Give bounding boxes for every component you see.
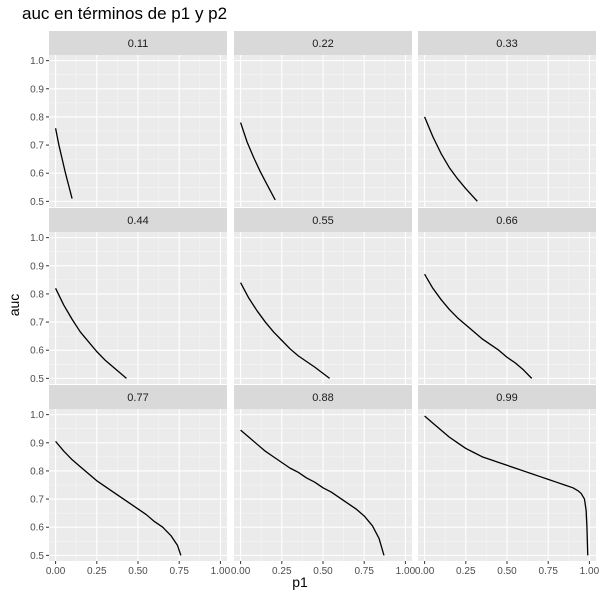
series-line [240,429,385,556]
facet-strip-label: 0.88 [312,392,333,404]
y-tick-label: 0.5 [30,551,44,562]
facet-panel-1: 0.11 0.5 0.6 0.7 0.8 0.9 1.0 [30,31,227,208]
y-tick-label: 0.6 [30,523,44,534]
y-tick-label: 0.7 [30,141,44,152]
series-line [55,288,127,379]
facet-strip-label: 0.44 [127,215,148,227]
facet-strip [418,31,596,55]
x-tick-label: 0.50 [313,566,333,577]
series-line [54,128,73,199]
y-tick-label: 1.0 [30,233,44,244]
x-tick-label: 0.00 [231,566,251,577]
series-line [424,415,589,556]
series-line [55,440,182,556]
y-tick-label: 0.9 [30,84,44,95]
y-tick-label: 0.8 [30,112,44,123]
y-tick-label: 0.8 [30,289,44,300]
facet-strip [49,31,227,55]
facet-panel-7: 0.77 0.5 0.6 0.7 0.8 0.9 1.0 0.00 0.25 0.50 0.75 1.… [30,385,231,577]
x-tick-label: 0.75 [354,566,374,577]
facet-panel-3: 0.33 [418,31,596,207]
y-axis-title: auc [6,293,22,317]
facet-panel-5: 0.55 [234,208,412,384]
facet-strip-label: 0.11 [128,38,149,50]
y-tick-label: 1.0 [30,56,44,67]
chart-title: auc en términos de p1 y p2 [22,4,228,23]
y-tick-label: 0.6 [30,346,44,357]
series-line [239,122,276,201]
y-tick-label: 0.5 [30,374,44,385]
x-tick-label: 0.00 [415,566,435,577]
y-tick-label: 0.6 [30,169,44,180]
x-tick-label: 1.00 [396,566,416,577]
x-tick-label: 0.00 [46,566,66,577]
x-tick-label: 0.50 [497,566,517,577]
y-tick-label: 0.7 [30,318,44,329]
facet-strip-label: 0.33 [496,38,517,50]
facet-strip [49,208,227,232]
facet-strip-label: 0.66 [496,215,517,227]
facet-strip [418,385,596,409]
series-line [240,282,330,379]
x-tick-label: 0.25 [456,566,476,577]
facet-strip-label: 0.55 [312,215,333,227]
facet-strip [234,31,412,55]
y-tick-label: 0.9 [30,438,44,449]
x-tick-label: 0.25 [272,566,292,577]
facet-strip-label: 0.77 [127,392,148,404]
x-tick-label: 0.25 [87,566,107,577]
x-tick-label: 0.75 [538,566,558,577]
facet-strip [234,208,412,232]
x-tick-label: 0.50 [128,566,148,577]
facet-panel-2: 0.22 [234,31,412,207]
facet-panel-4: 0.44 0.5 0.6 0.7 0.8 0.9 1.0 [30,208,227,385]
x-tick-label: 1.00 [580,566,600,577]
series-line [423,116,478,202]
facet-panel-9: 0.99 0.00 0.25 0.50 0.75 1.00 [415,385,600,577]
facet-strip [49,385,227,409]
y-tick-label: 0.5 [30,197,44,208]
facet-panel-6: 0.66 [418,208,596,384]
facet-strip-label: 0.99 [496,392,517,404]
x-axis-title: p1 [292,574,308,590]
facet-panel-8: 0.88 0.00 0.25 0.50 0.75 1.00 [231,385,416,577]
facet-strip [234,385,412,409]
facet-strip-label: 0.22 [312,38,333,50]
x-tick-label: 0.75 [169,566,189,577]
y-tick-label: 0.8 [30,466,44,477]
series-line [424,273,533,379]
y-tick-label: 1.0 [30,410,44,421]
x-tick-label: 1.00 [211,566,231,577]
y-tick-label: 0.7 [30,495,44,506]
y-tick-label: 0.9 [30,261,44,272]
facet-strip [418,208,596,232]
